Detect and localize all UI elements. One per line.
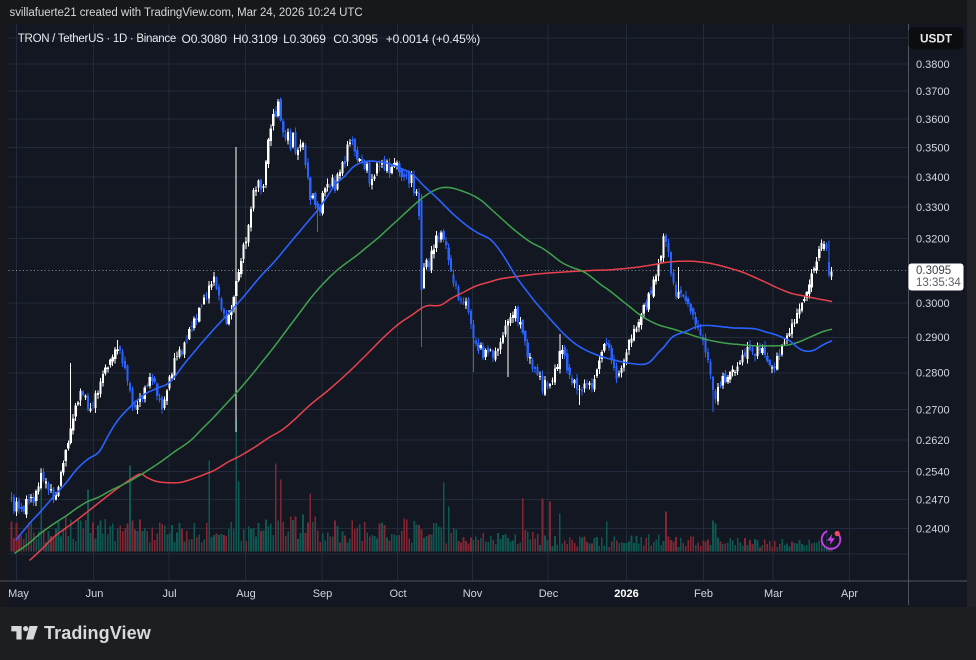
svg-text:13:35:34: 13:35:34 — [916, 277, 961, 289]
svg-text:Dec: Dec — [539, 588, 559, 600]
svg-text:Mar: Mar — [764, 588, 783, 600]
svg-text:0.2800: 0.2800 — [916, 368, 950, 380]
svg-text:0.3600: 0.3600 — [916, 114, 950, 126]
svg-text:Apr: Apr — [841, 588, 858, 600]
svg-text:Jun: Jun — [86, 588, 104, 600]
svg-text:0.3700: 0.3700 — [916, 86, 950, 98]
svg-text:0.3095: 0.3095 — [916, 265, 951, 277]
svg-text:0.2620: 0.2620 — [916, 435, 950, 447]
svg-text:Sep: Sep — [313, 588, 333, 600]
svg-text:0.3000: 0.3000 — [916, 298, 950, 310]
svg-text:Feb: Feb — [694, 588, 713, 600]
svg-text:0.3200: 0.3200 — [916, 233, 950, 245]
svg-text:2026: 2026 — [614, 588, 638, 600]
svg-text:0.3500: 0.3500 — [916, 142, 950, 154]
svg-text:0.3300: 0.3300 — [916, 202, 950, 214]
svg-text:0.2900: 0.2900 — [916, 332, 950, 344]
svg-text:Jul: Jul — [162, 588, 176, 600]
svg-text:USDT: USDT — [920, 32, 953, 46]
svg-text:0.2540: 0.2540 — [916, 466, 950, 478]
svg-text:Nov: Nov — [463, 588, 483, 600]
svg-text:Oct: Oct — [389, 588, 406, 600]
svg-text:0.3800: 0.3800 — [916, 59, 950, 71]
svg-text:0.2470: 0.2470 — [916, 495, 950, 507]
svg-text:Aug: Aug — [236, 588, 256, 600]
svg-text:May: May — [8, 588, 29, 600]
svg-text:0.2700: 0.2700 — [916, 404, 950, 416]
svg-text:0.2400: 0.2400 — [916, 523, 950, 535]
svg-text:0.3400: 0.3400 — [916, 172, 950, 184]
